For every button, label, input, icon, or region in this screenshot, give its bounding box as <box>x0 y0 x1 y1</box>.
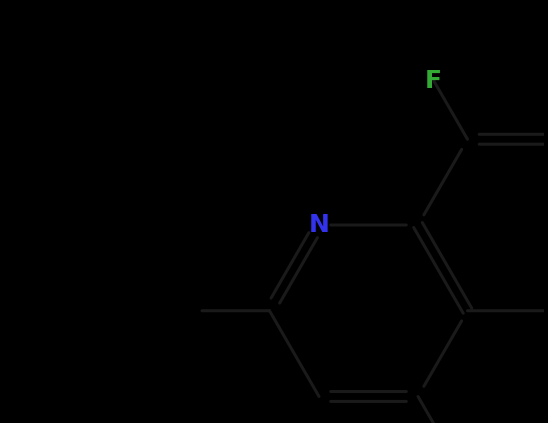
Text: N: N <box>309 213 329 237</box>
Text: F: F <box>425 69 442 93</box>
